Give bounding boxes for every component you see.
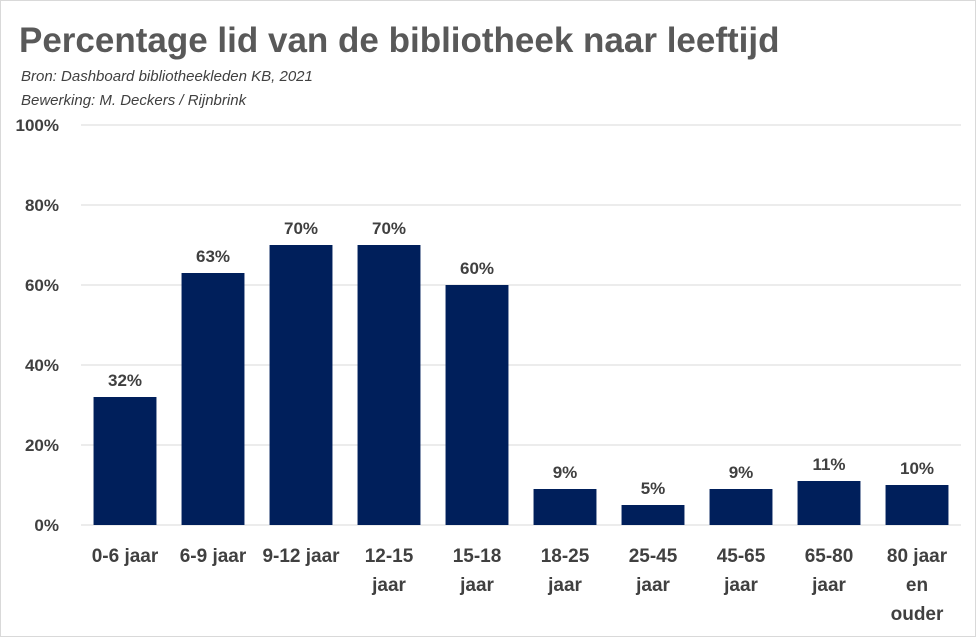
bar: [621, 505, 685, 525]
chart-subtitle-source: Bron: Dashboard bibliotheekleden KB, 202…: [21, 68, 313, 85]
bar: [533, 489, 597, 525]
data-label: 10%: [900, 459, 934, 478]
x-tick-label: jaar: [723, 575, 758, 596]
x-tick-label: 18-25: [541, 546, 590, 567]
data-label: 5%: [641, 479, 666, 498]
data-label: 9%: [553, 463, 578, 482]
y-tick-label: 100%: [16, 116, 59, 135]
chart-subtitle-edit: Bewerking: M. Deckers / Rijnbrink: [21, 92, 247, 109]
x-tick-label: en: [906, 575, 928, 596]
x-tick-label: jaar: [371, 575, 406, 596]
bar: [445, 285, 509, 525]
data-label: 63%: [196, 247, 230, 266]
x-tick-label: jaar: [459, 575, 494, 596]
y-tick-label: 80%: [25, 196, 59, 215]
x-tick-label: 0-6 jaar: [92, 546, 159, 567]
bar: [709, 489, 773, 525]
data-label: 60%: [460, 259, 494, 278]
data-label: 11%: [812, 455, 845, 474]
x-tick-label: ouder: [891, 604, 944, 625]
x-tick-label: 12-15: [365, 546, 414, 567]
x-tick-label: 45-65: [717, 546, 766, 567]
data-label: 9%: [729, 463, 754, 482]
x-tick-label: jaar: [811, 575, 846, 596]
x-tick-label: 6-9 jaar: [180, 546, 247, 567]
y-tick-label: 20%: [25, 436, 59, 455]
x-tick-label: 25-45: [629, 546, 678, 567]
bar: [181, 273, 245, 525]
data-label: 70%: [372, 219, 406, 238]
bar: [885, 485, 949, 525]
chart-title: Percentage lid van de bibliotheek naar l…: [19, 21, 780, 60]
x-tick-label: 80 jaar: [887, 546, 948, 567]
x-tick-label: 15-18: [453, 546, 502, 567]
x-tick-label: 9-12 jaar: [262, 546, 340, 567]
data-label: 70%: [284, 219, 318, 238]
bar: [797, 481, 861, 525]
data-label: 32%: [108, 371, 142, 390]
bar: [357, 245, 421, 525]
y-tick-label: 60%: [25, 276, 59, 295]
y-tick-label: 0%: [34, 516, 59, 535]
x-tick-label: jaar: [547, 575, 582, 596]
bar: [269, 245, 333, 525]
x-tick-label: 65-80: [805, 546, 854, 567]
y-tick-label: 40%: [25, 356, 59, 375]
bar: [93, 397, 157, 525]
x-tick-label: jaar: [635, 575, 670, 596]
